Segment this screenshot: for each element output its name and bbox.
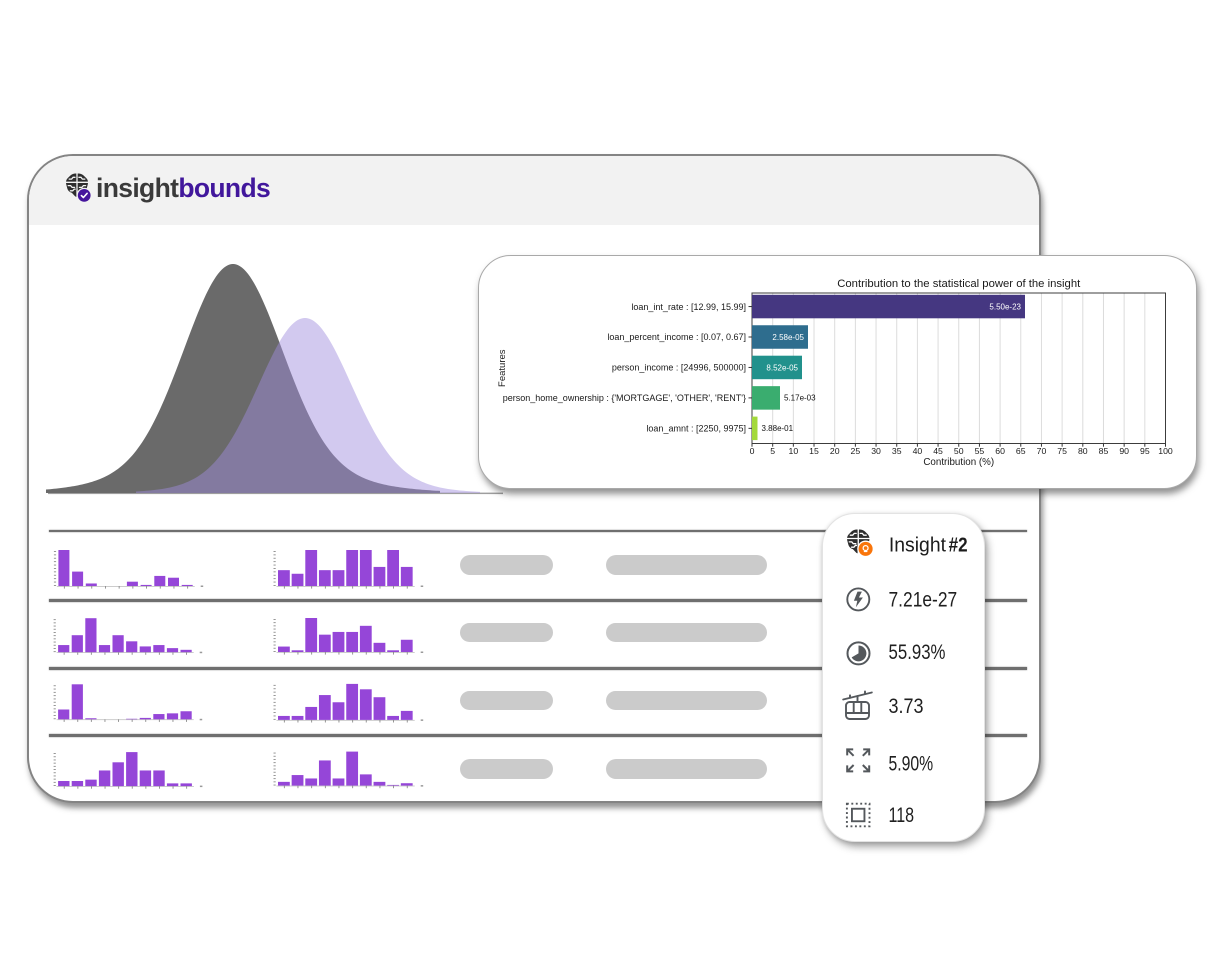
svg-text:Insight: Insight: [888, 534, 946, 556]
svg-text:8.52e-05: 8.52e-05: [766, 363, 798, 372]
svg-text:75: 75: [1057, 446, 1067, 456]
svg-text:loan_percent_income : [0.07, 0: loan_percent_income : [0.07, 0.67]: [607, 332, 746, 342]
svg-text:60: 60: [995, 446, 1005, 456]
svg-text:10: 10: [789, 446, 799, 456]
svg-text:35: 35: [892, 446, 902, 456]
svg-text:5.50e-23: 5.50e-23: [989, 302, 1021, 311]
svg-text:55: 55: [975, 446, 985, 456]
svg-text:3.88e-01: 3.88e-01: [762, 424, 794, 433]
svg-text:3.73: 3.73: [888, 695, 923, 718]
svg-text:30: 30: [871, 446, 881, 456]
svg-text:Features: Features: [497, 349, 508, 387]
svg-text:loan_int_rate : [12.99, 15.99]: loan_int_rate : [12.99, 15.99]: [631, 302, 746, 312]
svg-text:20: 20: [830, 446, 840, 456]
svg-text:100: 100: [1158, 446, 1173, 456]
svg-text:5.17e-03: 5.17e-03: [784, 394, 816, 403]
svg-text:65: 65: [1016, 446, 1026, 456]
svg-text:80: 80: [1078, 446, 1088, 456]
svg-text:55.93%: 55.93%: [888, 641, 945, 664]
svg-text:70: 70: [1037, 446, 1047, 456]
svg-text:45: 45: [933, 446, 943, 456]
svg-text:0: 0: [750, 446, 755, 456]
svg-text:5: 5: [770, 446, 775, 456]
svg-text:#2: #2: [948, 534, 967, 556]
svg-text:Contribution (%): Contribution (%): [923, 457, 994, 468]
svg-text:5.90%: 5.90%: [888, 752, 933, 775]
svg-text:118: 118: [888, 804, 914, 827]
svg-text:90: 90: [1119, 446, 1129, 456]
svg-text:loan_amnt : [2250, 9975]: loan_amnt : [2250, 9975]: [646, 424, 746, 434]
svg-text:85: 85: [1099, 446, 1109, 456]
svg-text:15: 15: [809, 446, 819, 456]
svg-text:50: 50: [954, 446, 964, 456]
svg-text:25: 25: [851, 446, 861, 456]
svg-text:person_home_ownership : {'MORT: person_home_ownership : {'MORTGAGE', 'OT…: [503, 393, 746, 403]
svg-text:Contribution to the statistica: Contribution to the statistical power of…: [837, 278, 1081, 290]
svg-text:95: 95: [1140, 446, 1150, 456]
svg-text:40: 40: [913, 446, 923, 456]
svg-text:7.21e-27: 7.21e-27: [888, 588, 957, 611]
svg-text:person_income : [24996, 500000: person_income : [24996, 500000]: [612, 363, 746, 373]
svg-text:2.58e-05: 2.58e-05: [772, 333, 804, 342]
